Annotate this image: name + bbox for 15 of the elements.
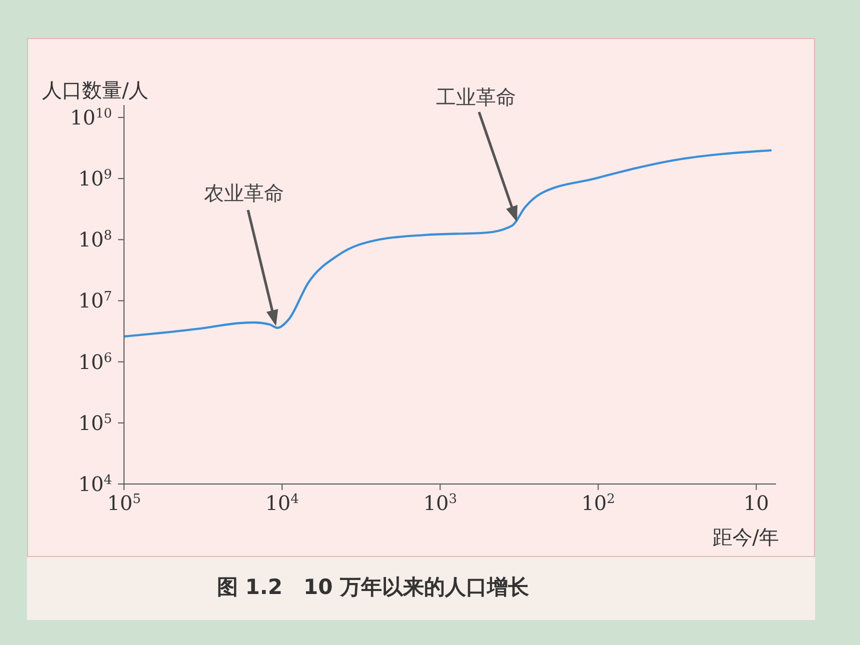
x-tick-label: 10$^{3}$ <box>423 491 457 515</box>
x-tick-label: 10$^{2}$ <box>581 491 616 515</box>
x-tick-label: 10$^{4}$ <box>265 491 299 515</box>
y-axis-title: 人口数量/人 <box>42 77 149 104</box>
y-tick-label: 10$^{8}$ <box>78 228 112 252</box>
text: 图 1.2 10 万年以来的人口增长 <box>217 574 530 601</box>
y-tick-label: 10$^{7}$ <box>78 288 112 313</box>
annotation: 工业革命 <box>436 85 516 109</box>
y-tick-label: 10$^{9}$ <box>78 166 112 191</box>
y-tick-label: 10$^{10}$ <box>70 105 112 130</box>
annotation: 农业革命 <box>204 181 284 205</box>
x-axis-title: 距今/年 <box>712 524 779 551</box>
y-tick-label: 10$^{6}$ <box>78 350 112 374</box>
x-tick-label: 10 <box>744 491 769 515</box>
y-tick-label: 10$^{5}$ <box>78 410 112 435</box>
